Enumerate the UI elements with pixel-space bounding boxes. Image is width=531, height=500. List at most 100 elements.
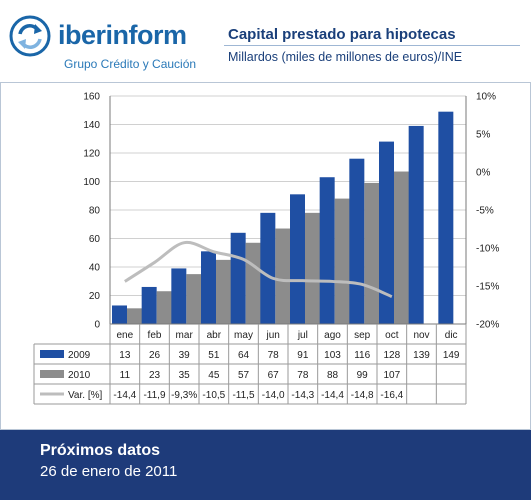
x-tick-label: mar — [176, 330, 194, 341]
value-var: -10,5 — [202, 390, 225, 401]
bar-2010 — [334, 198, 350, 324]
y-tick-label: 60 — [89, 234, 101, 245]
value-var: -14,4 — [113, 390, 136, 401]
value-2009: 26 — [149, 350, 161, 361]
legend-label-2010: 2010 — [68, 370, 91, 381]
value-2010: 107 — [383, 370, 400, 381]
bar-2009 — [141, 286, 157, 324]
x-tick-label: abr — [207, 330, 222, 341]
brand-name: iberinform — [58, 20, 187, 50]
value-var: -14,4 — [321, 390, 344, 401]
x-tick-label: jun — [265, 330, 279, 341]
value-2010: 23 — [149, 370, 161, 381]
brand-tagline: Grupo Crédito y Caución — [64, 57, 197, 71]
value-2009: 128 — [383, 350, 400, 361]
value-2010: 67 — [268, 370, 280, 381]
value-2010: 57 — [238, 370, 250, 381]
bar-2009 — [230, 232, 246, 324]
value-2009: 51 — [208, 350, 220, 361]
variation-series-line — [124, 240, 393, 299]
axes: 0 20 40 60 80 100 120 140 160 -20% -15% -10% -5% 0% 5%… — [83, 92, 499, 331]
value-var: -14,8 — [351, 390, 374, 401]
bar-2009 — [438, 111, 454, 324]
data-table: ene feb mar abr may jun jul ago sep oct nov dic 2009… — [33, 324, 467, 405]
x-tick-label: jul — [297, 330, 308, 341]
bar-2009 — [408, 125, 424, 324]
chart: 0 20 40 60 80 100 120 140 160 -20% -15% -10% -5% 0% 5%… — [33, 92, 499, 405]
value-2010: 99 — [357, 370, 369, 381]
bar-2009 — [260, 212, 276, 324]
value-2009: 39 — [179, 350, 191, 361]
x-tick-label: oct — [385, 330, 399, 341]
y2-tick-label: -5% — [476, 206, 494, 217]
value-2009: 91 — [297, 350, 309, 361]
value-var: -9,3% — [171, 390, 197, 401]
x-tick-label: nov — [413, 330, 429, 341]
value-2009: 149 — [443, 350, 460, 361]
y2-tick-label: 5% — [476, 130, 491, 141]
bar-2009 — [201, 251, 216, 324]
bar-2010 — [305, 212, 320, 324]
legend-label-2009: 2009 — [68, 350, 91, 361]
bar-2009 — [379, 141, 394, 324]
y2-tick-label: 10% — [476, 92, 496, 103]
bar-2010 — [156, 291, 172, 324]
x-tick-label: dic — [445, 330, 458, 341]
variation-line — [124, 240, 393, 299]
y-tick-label: 120 — [83, 149, 100, 160]
y2-tick-label: -15% — [476, 282, 499, 293]
bar-2010 — [127, 308, 142, 324]
value-var: -14,0 — [262, 390, 285, 401]
x-tick-label: ago — [324, 330, 341, 341]
bars — [112, 111, 454, 324]
bar-2009 — [112, 305, 127, 324]
value-var: -11,9 — [143, 390, 165, 401]
y-tick-label: 140 — [83, 120, 100, 131]
y-tick-label: 80 — [89, 206, 101, 217]
y2-tick-label: -10% — [476, 244, 499, 255]
y-tick-label: 160 — [83, 92, 100, 103]
bar-2010 — [364, 182, 380, 324]
value-var: -16,4 — [380, 390, 403, 401]
title-divider — [224, 45, 520, 46]
y2-tick-label: 0% — [476, 168, 491, 179]
value-2010: 35 — [179, 370, 191, 381]
value-2009: 116 — [354, 350, 370, 361]
bar-2010 — [186, 274, 202, 324]
header: iberinform Grupo Crédito y Caución Capit… — [0, 0, 531, 82]
legend-key-2009 — [40, 350, 64, 358]
bar-2009 — [319, 177, 335, 324]
value-2009: 13 — [119, 350, 131, 361]
bar-2010 — [245, 242, 261, 324]
y-tick-label: 20 — [89, 291, 101, 302]
value-2010: 78 — [297, 370, 309, 381]
value-var: -14,3 — [291, 390, 314, 401]
bar-2010 — [275, 228, 291, 324]
y-tick-label: 100 — [83, 177, 100, 188]
chart-subtitle: Millardos (miles de millones de euros)/I… — [228, 50, 463, 64]
chart-title: Capital prestado para hipotecas — [228, 26, 456, 43]
footer: Próximos datos 26 de enero de 2011 — [0, 430, 531, 500]
y-tick-label: 40 — [89, 263, 101, 274]
y2-tick-label: -20% — [476, 320, 499, 331]
bar-2010 — [394, 171, 409, 324]
value-var: -11,5 — [232, 390, 254, 401]
next-data-date: 26 de enero de 2011 — [40, 463, 178, 480]
x-tick-label: feb — [148, 330, 162, 341]
x-tick-label: ene — [116, 330, 133, 341]
value-2009: 139 — [413, 350, 430, 361]
x-tick-label: may — [234, 330, 253, 341]
bar-2010 — [216, 259, 231, 324]
circular-arrows-icon — [9, 15, 51, 57]
value-2009: 103 — [324, 350, 341, 361]
value-2010: 45 — [208, 370, 220, 381]
y-tick-label: 0 — [94, 320, 100, 331]
bar-2009 — [290, 194, 305, 324]
x-tick-label: sep — [354, 330, 371, 341]
bar-2009 — [349, 158, 365, 324]
legend-key-2010 — [40, 370, 64, 378]
value-2009: 78 — [268, 350, 280, 361]
legend-label-var: Var. [%] — [68, 390, 102, 401]
value-2010: 11 — [120, 370, 131, 381]
